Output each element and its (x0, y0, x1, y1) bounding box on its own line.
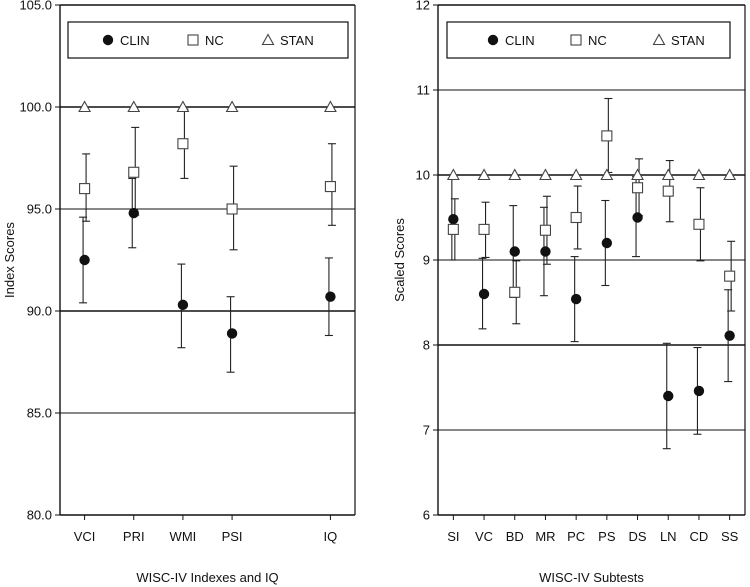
left-point-nc (79, 183, 91, 195)
left-point-nc (226, 203, 238, 215)
left-point-clin (128, 207, 139, 219)
right-point-nc (601, 130, 613, 142)
left-point-stan (225, 100, 239, 113)
right-legend-label-nc: NC (588, 33, 607, 48)
right-point-stan (477, 168, 491, 181)
right-x-tick-label: SS (721, 529, 739, 544)
left-y-tick-label: 95.0 (27, 202, 52, 217)
left-legend-label-stan: STAN (280, 33, 314, 48)
right-y-tick-label: 8 (423, 338, 430, 353)
left-y-tick-label: 85.0 (27, 406, 52, 421)
left-legend-marker-clin (102, 34, 114, 46)
left-legend-box (67, 21, 349, 59)
right-point-nc (631, 182, 644, 194)
right-x-axis-title: WISC-IV Subtests (539, 570, 644, 585)
right-point-clin (632, 212, 643, 223)
left-point-clin (226, 328, 238, 339)
right-legend-label-stan: STAN (671, 33, 705, 48)
right-point-nc (662, 185, 674, 197)
right-x-tick-label: CD (690, 529, 709, 544)
left-point-stan (323, 100, 337, 113)
left-legend-marker-nc (187, 34, 199, 46)
right-point-clin (509, 246, 520, 257)
left-legend-label-nc: NC (205, 33, 224, 48)
right-y-tick-label: 7 (423, 423, 430, 438)
right-point-nc (478, 223, 490, 235)
right-point-nc (570, 211, 582, 224)
right-point-stan (661, 168, 675, 181)
left-point-clin (177, 299, 189, 311)
left-point-nc (177, 138, 189, 150)
right-y-axis-title: Scaled Scores (392, 218, 407, 302)
left-y-tick-label: 105.0 (19, 0, 52, 13)
right-point-nc (447, 223, 459, 235)
right-point-stan (723, 168, 737, 181)
right-point-clin (570, 293, 582, 305)
left-point-stan (176, 100, 190, 113)
left-chart: 80.0 85.0 90.0 95.0 100.0 105.0 VCI PRI WMI PSI IQ… (2, 0, 356, 585)
right-point-nc (693, 218, 705, 230)
right-legend-marker-nc (570, 34, 582, 46)
right-legend-box (446, 21, 731, 59)
left-legend-label-clin: CLIN (120, 33, 150, 48)
right-chart: 6 7 8 9 10 11 12 SI VC BD MR PC PS DS LN CD SS WISC-IV Su… (392, 0, 746, 585)
right-legend: CLIN NC STAN (446, 21, 731, 59)
right-y-tick-label: 10 (416, 168, 430, 183)
left-x-tick-label: IQ (324, 529, 338, 544)
right-point-stan (539, 168, 552, 181)
left-y-tick-label: 80.0 (27, 508, 52, 523)
right-point-clin (693, 385, 705, 397)
left-point-nc (128, 166, 140, 178)
right-point-stan (569, 168, 583, 181)
right-point-clin (724, 330, 735, 341)
right-legend-label-clin: CLIN (505, 33, 535, 48)
right-point-nc (509, 286, 521, 298)
right-point-stan (631, 168, 644, 181)
left-x-tick-label: VCI (74, 529, 96, 544)
right-y-tick-label: 9 (423, 253, 430, 268)
right-point-stan (508, 168, 522, 181)
right-y-tick-label: 12 (416, 0, 430, 13)
right-point-clin (478, 288, 490, 300)
right-point-stan (600, 168, 614, 181)
left-legend-marker-stan (261, 33, 275, 46)
right-point-clin (448, 214, 459, 225)
right-point-clin (663, 390, 674, 402)
right-x-tick-label: LN (660, 529, 677, 544)
right-point-stan (692, 168, 706, 181)
right-point-clin (540, 246, 551, 257)
right-legend-marker-clin (487, 34, 499, 46)
left-point-stan (78, 100, 92, 113)
right-point-nc (539, 224, 552, 236)
left-point-stan (127, 100, 141, 113)
right-legend-marker-stan (652, 33, 666, 46)
right-x-tick-label: MR (535, 529, 555, 544)
right-x-tick-label: PS (598, 529, 616, 544)
right-x-tick-label: PC (567, 529, 585, 544)
left-point-nc (324, 181, 336, 193)
right-x-tick-label: VC (475, 529, 493, 544)
right-point-nc (724, 270, 736, 282)
left-point-clin (79, 254, 90, 266)
left-y-axis-title: Index Scores (2, 222, 17, 298)
left-x-tick-label: PRI (123, 529, 145, 544)
left-x-tick-label: PSI (222, 529, 243, 544)
right-point-stan (446, 168, 460, 181)
left-x-axis-title: WISC-IV Indexes and IQ (136, 570, 278, 585)
right-x-tick-label: DS (629, 529, 647, 544)
right-x-tick-label: SI (447, 529, 459, 544)
right-y-tick-label: 6 (423, 508, 430, 523)
left-y-tick-label: 100.0 (19, 100, 52, 115)
right-point-clin (601, 237, 613, 249)
left-point-clin (325, 291, 336, 302)
left-x-tick-label: WMI (170, 529, 197, 544)
left-y-tick-label: 90.0 (27, 304, 52, 319)
left-legend: CLIN NC STAN (67, 21, 349, 59)
right-y-tick-label: 11 (417, 83, 431, 98)
right-x-tick-label: BD (506, 529, 524, 544)
